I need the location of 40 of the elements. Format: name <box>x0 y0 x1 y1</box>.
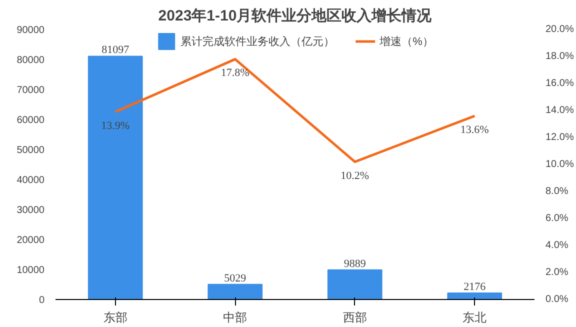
y-tick-label: 70000 <box>16 85 45 96</box>
y2-tick-label: 18.0% <box>546 51 574 62</box>
y2-tick-label: 20.0% <box>546 24 574 35</box>
y-tick-label: 40000 <box>16 175 45 186</box>
y-tick-label: 80000 <box>16 55 45 66</box>
legend-label: 增速（%） <box>380 34 434 48</box>
y-tick-label: 50000 <box>16 145 45 156</box>
bar <box>208 284 263 300</box>
data-label: 17.8% <box>220 67 250 80</box>
y2-tick-label: 8.0% <box>546 186 568 197</box>
x-tick-label: 中部 <box>223 310 248 324</box>
y2-tick-label: 16.0% <box>546 78 574 89</box>
bar <box>327 269 382 300</box>
data-label: 2176 <box>464 280 486 293</box>
y2-tick-label: 10.0% <box>546 159 574 170</box>
data-label: 9889 <box>344 258 366 270</box>
bar <box>88 56 143 300</box>
y2-tick-label: 4.0% <box>546 240 568 251</box>
bar <box>447 292 502 300</box>
data-label: 81097 <box>102 44 130 56</box>
y2-tick-label: 2.0% <box>546 267 568 278</box>
data-label: 13.6% <box>460 124 489 136</box>
data-label: 5029 <box>224 272 247 284</box>
data-label: 10.2% <box>340 170 370 182</box>
x-tick-label: 西部 <box>342 310 367 324</box>
y-tick-label: 90000 <box>16 25 45 36</box>
y-tick-label: 20000 <box>16 235 45 246</box>
chart-title: 2023年1-10月软件业分地区收入增长情况 <box>158 8 433 24</box>
y-tick-label: 0 <box>38 295 45 306</box>
y2-tick-label: 6.0% <box>546 213 568 224</box>
legend-label: 累计完成软件业务收入（亿元） <box>180 34 335 48</box>
y-tick-label: 10000 <box>16 265 45 276</box>
y2-tick-label: 14.0% <box>546 105 574 116</box>
x-tick-label: 东部 <box>103 310 128 324</box>
y2-tick-label: 0.0% <box>546 294 568 305</box>
data-label: 13.9% <box>101 120 130 132</box>
x-tick-label: 东北 <box>462 310 487 324</box>
y-tick-label: 30000 <box>16 205 45 216</box>
y2-tick-label: 12.0% <box>546 132 574 143</box>
y-tick-label: 60000 <box>16 115 45 126</box>
